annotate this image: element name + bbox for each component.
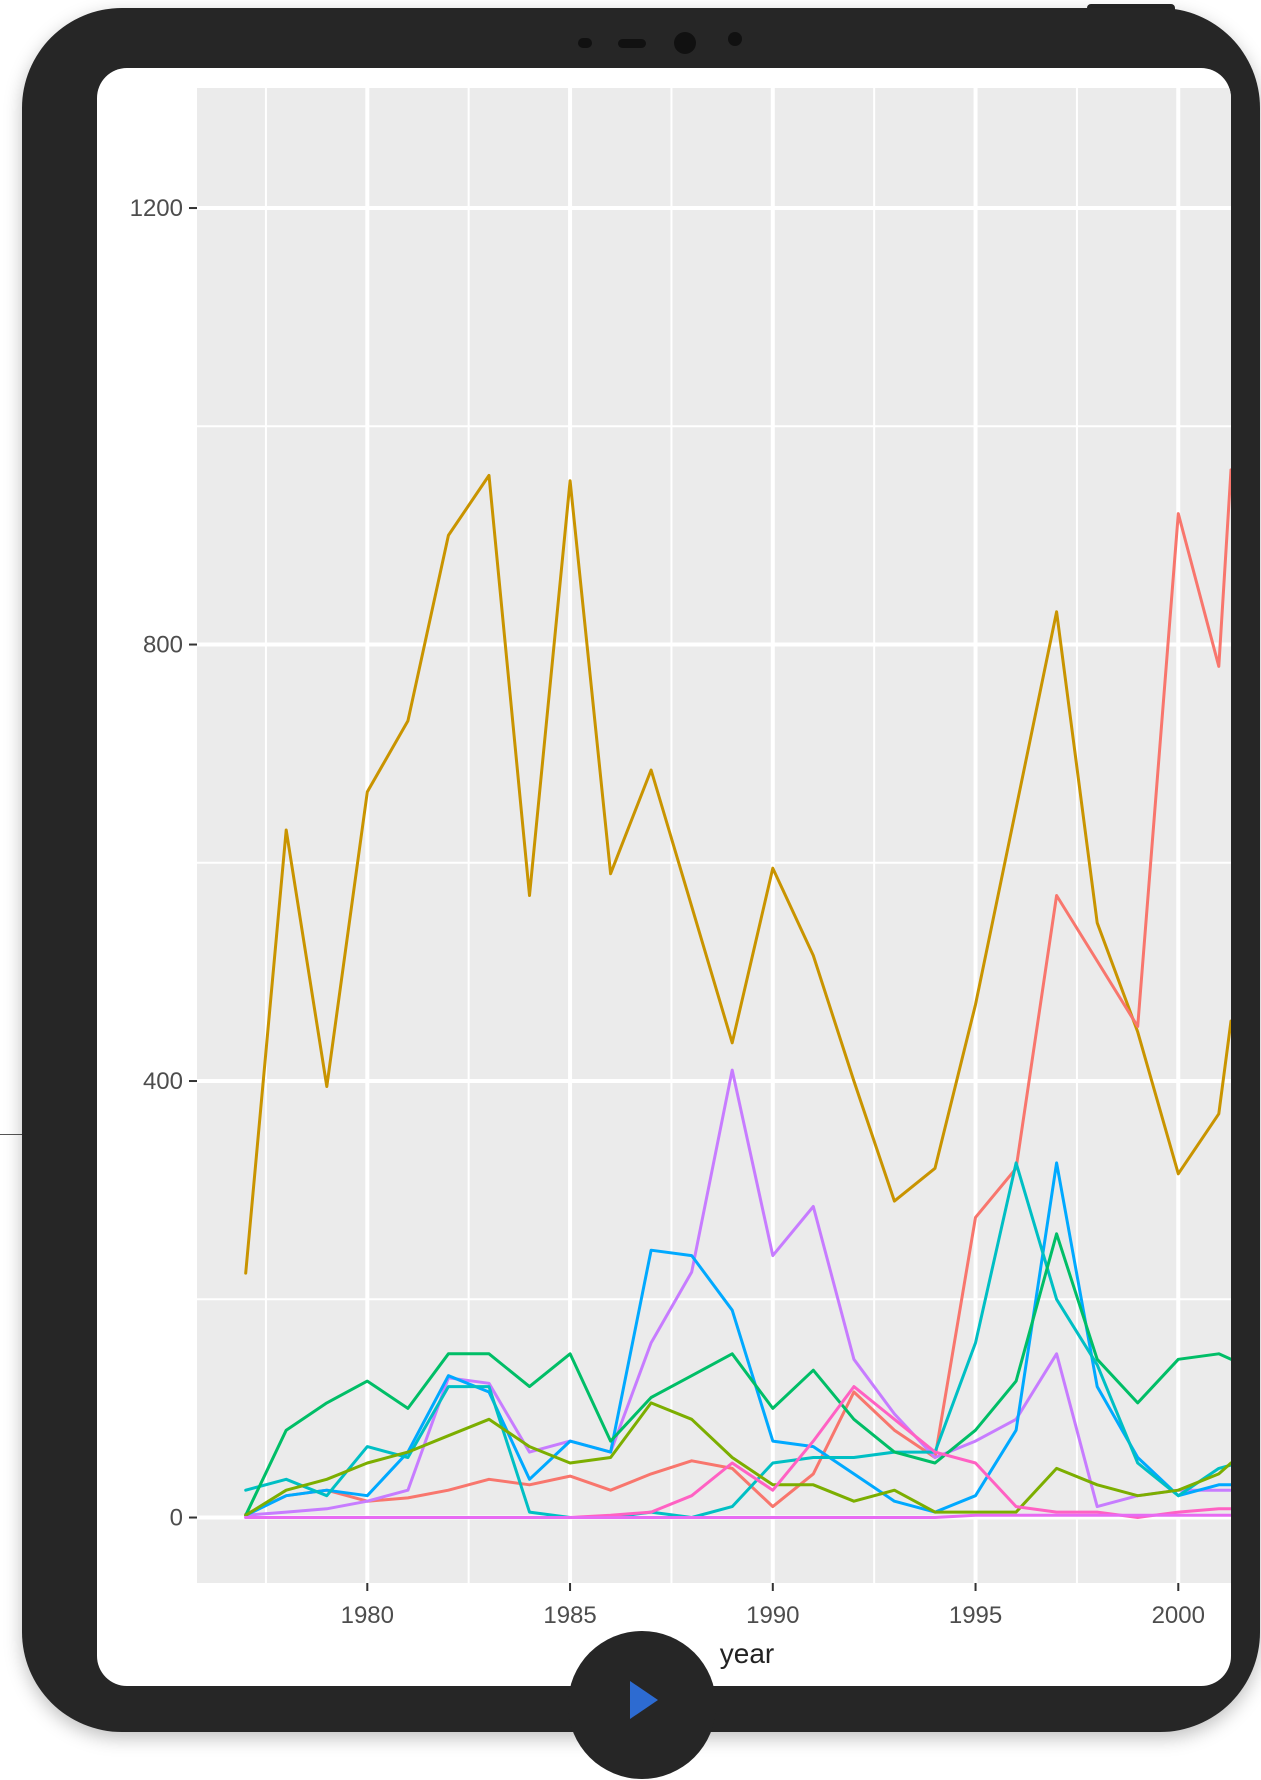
series-line-4: [244, 1161, 1231, 1517]
series-line-5: [244, 1161, 1231, 1519]
line-chart: 0 400 800 1200 1980 1985 1990 1995 2000 year: [130, 88, 1231, 1669]
x-axis-tick-label: 2000: [1152, 1602, 1205, 1629]
y-axis-tick-label: 800: [143, 632, 183, 659]
edge-divider-line: [0, 1134, 22, 1135]
speaker-dot-icon: [578, 38, 592, 48]
x-axis-tick-label: 1990: [746, 1602, 799, 1629]
y-axis-tick-label: 1200: [130, 195, 183, 222]
series-line-2: [244, 468, 1231, 1516]
tablet-frame: 0 400 800 1200 1980 1985 1990 1995 2000 year: [22, 8, 1260, 1732]
play-button[interactable]: [568, 1631, 716, 1779]
camera-icon: [674, 32, 696, 54]
tablet-screen: 0 400 800 1200 1980 1985 1990 1995 2000 year: [97, 68, 1231, 1686]
axes: 0 400 800 1200 1980 1985 1990 1995 2000: [130, 195, 1205, 1629]
series-lines: [244, 468, 1231, 1519]
speaker-grille-icon: [618, 39, 646, 48]
x-axis-tick-label: 1980: [341, 1602, 394, 1629]
series-line-9: [244, 1513, 1231, 1519]
y-axis-tick-label: 400: [143, 1068, 183, 1095]
play-icon: [630, 1681, 658, 1719]
series-line-6: [244, 1232, 1231, 1517]
y-axis-tick-label: 0: [170, 1505, 183, 1532]
series-line-7: [244, 1401, 1231, 1517]
series-line-1: [244, 473, 1231, 1275]
x-axis-tick-label: 1985: [543, 1602, 596, 1629]
plot-panel: [197, 88, 1231, 1583]
x-axis-title: year: [720, 1638, 774, 1669]
sensor-dot-icon: [728, 32, 742, 46]
x-axis-tick-label: 1995: [949, 1602, 1002, 1629]
